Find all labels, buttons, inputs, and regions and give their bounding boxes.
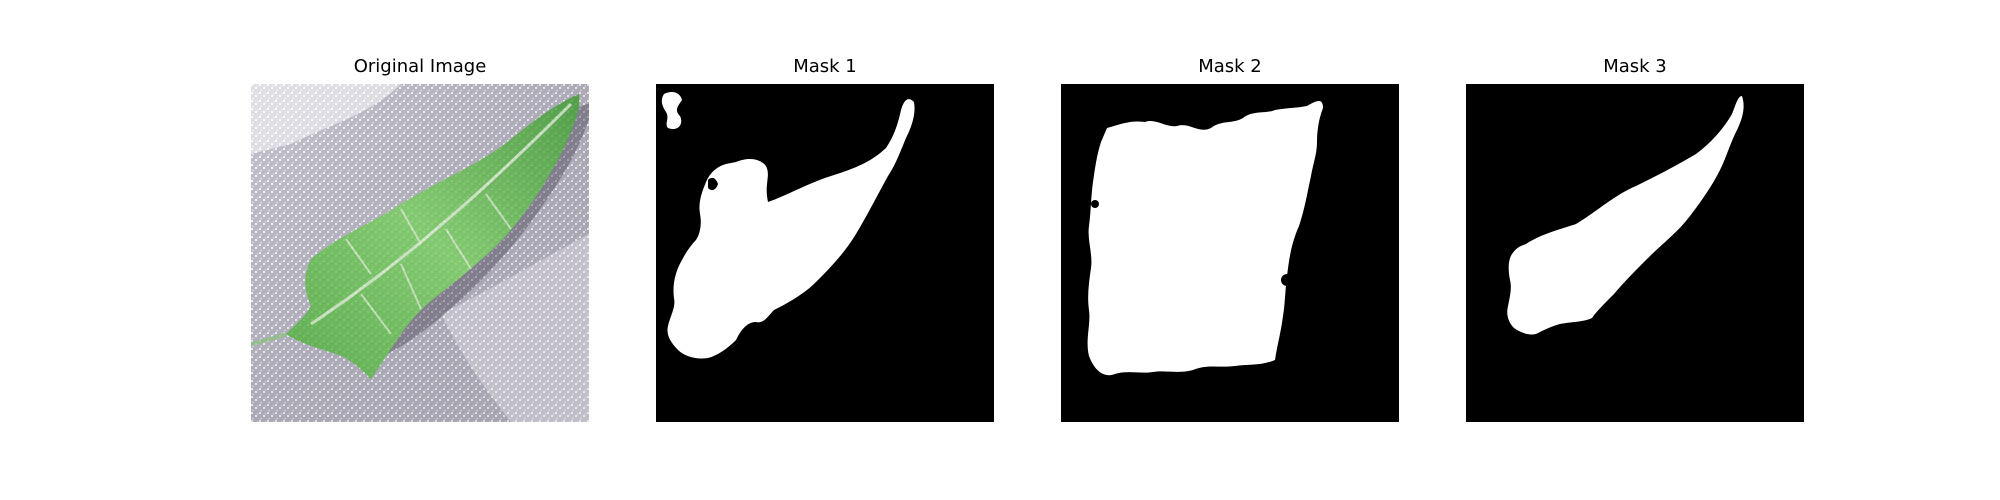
panel-title-original: Original Image [353, 56, 487, 77]
mask-1-panel [656, 84, 994, 422]
panel-title-mask-1: Mask 1 [793, 56, 857, 77]
panel-title-mask-2: Mask 2 [1198, 56, 1262, 77]
segmentation-mask-icon [1466, 84, 1804, 422]
leaf-photo-icon [251, 84, 589, 422]
segmentation-mask-icon [1061, 84, 1399, 422]
mask-3-panel [1466, 84, 1804, 422]
original-image-panel [251, 84, 589, 422]
panel-title-mask-3: Mask 3 [1603, 56, 1667, 77]
mask-2-panel [1061, 84, 1399, 422]
segmentation-mask-icon [656, 84, 994, 422]
